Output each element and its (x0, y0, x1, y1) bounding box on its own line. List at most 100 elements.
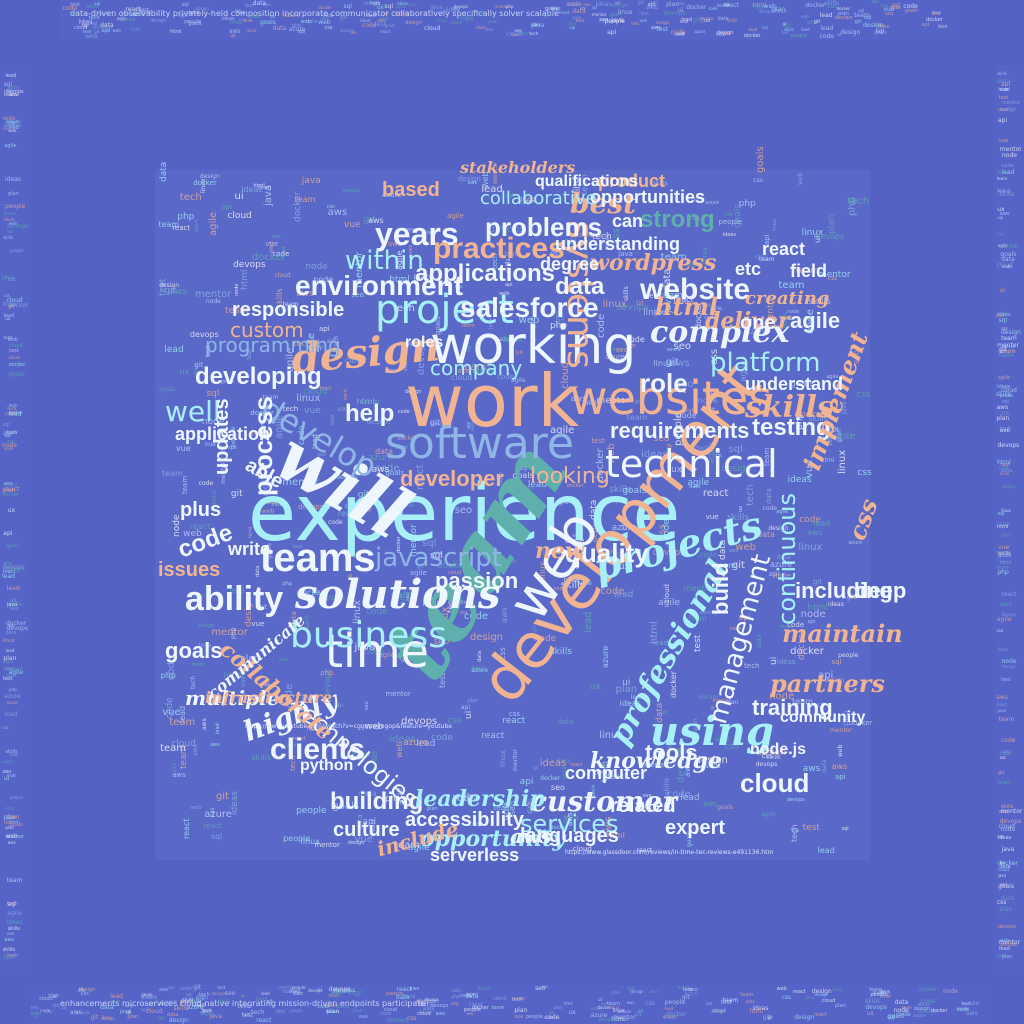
filler-word: linux (296, 392, 321, 404)
edge-filler-word: linux (445, 6, 460, 14)
cloud-word: complex (650, 315, 790, 350)
cloud-word: knowledge (590, 748, 722, 774)
edge-filler-word: web (999, 427, 1010, 434)
edge-filler-word: devops (5, 89, 24, 95)
filler-word: docker (794, 409, 825, 420)
bottom-fragment-text: enhancements microservices cloud-native … (60, 999, 426, 1008)
filler-word: web (395, 741, 405, 759)
edge-filler-word: php (807, 19, 817, 26)
filler-word: azure (368, 453, 394, 464)
edge-filler-word: docker (7, 834, 24, 841)
filler-word: agile (687, 477, 710, 488)
edge-filler-word: web (330, 990, 344, 998)
filler-word: devops (652, 548, 686, 558)
edge-filler-word: ui (592, 5, 597, 12)
filler-word: sql (422, 538, 437, 550)
filler-word: aws (169, 287, 187, 298)
filler-word: lead (614, 590, 634, 601)
filler-word: docker (694, 445, 716, 453)
cloud-word: quality (565, 538, 649, 568)
edge-filler-word: ux (704, 17, 711, 24)
edge-filler-word: lead (681, 16, 693, 23)
filler-word: agile (776, 508, 789, 515)
edge-filler-word: skills (996, 391, 1011, 399)
filler-word: css (827, 275, 838, 283)
filler-word: mentor (596, 395, 630, 406)
edge-filler-word: html (78, 19, 93, 27)
filler-word: web (183, 528, 202, 539)
edge-filler-word: skills (998, 551, 1011, 558)
filler-word: devops (218, 445, 237, 452)
filler-word: seo (615, 345, 629, 354)
filler-word: seo (572, 533, 582, 540)
cloud-word: business (290, 615, 447, 656)
edge-filler-word: code (567, 0, 582, 8)
edge-filler-word: vue (998, 543, 1010, 551)
cloud-word: python (300, 757, 354, 774)
edge-filler-word: people (790, 32, 808, 39)
edge-filler-word: react (814, 1012, 827, 1019)
edge-filler-word: cloud (424, 24, 441, 32)
filler-word: git (164, 285, 177, 296)
edge-filler-word: test (30, 1004, 39, 1010)
cloud-word: customer (530, 785, 677, 818)
edge-filler-word: azure (694, 28, 706, 34)
filler-word: git (550, 249, 559, 257)
edge-filler-word: azure (6, 699, 18, 705)
edge-filler-word: node (512, 995, 525, 1002)
filler-word: cloud (572, 845, 592, 854)
edge-filler-word: git (762, 1013, 771, 1021)
cloud-word: looking (530, 464, 610, 489)
filler-word: web (735, 542, 756, 554)
filler-word: test (426, 230, 437, 237)
edge-filler-word: vue (999, 86, 1009, 93)
edge-filler-word: people (604, 18, 625, 26)
cloud-word: working (430, 316, 637, 376)
edge-filler-word: api (3, 529, 13, 537)
edge-filler-word: docker (325, 1008, 340, 1014)
filler-word: docker (197, 623, 215, 630)
filler-word: web (796, 172, 804, 186)
edge-filler-word: people (5, 203, 26, 211)
edge-filler-word: design (918, 1007, 939, 1015)
filler-word: agile (577, 579, 592, 587)
filler-word: code (164, 697, 175, 720)
filler-word: agile (474, 366, 497, 377)
edge-filler-word: sql (6, 439, 15, 446)
edge-filler-word: docker (471, 1005, 489, 1012)
edge-filler-word: css (1000, 410, 1011, 418)
filler-word: data (375, 447, 394, 457)
edge-filler-word: skills (824, 0, 839, 7)
edge-filler-word: skills (996, 70, 1007, 76)
edge-filler-word: design (716, 30, 734, 36)
edge-filler-word: linux (677, 985, 690, 992)
edge-filler-word: tech (511, 996, 523, 1003)
filler-word: java (251, 428, 267, 437)
filler-word: react (673, 295, 694, 305)
filler-word: vue (251, 620, 265, 629)
edge-filler-word: php (997, 569, 1009, 577)
filler-word: ux (671, 465, 683, 476)
edge-filler-word: css (541, 984, 549, 990)
edge-filler-word: css (2, 126, 10, 132)
edge-filler-word: linux (477, 986, 490, 993)
edge-filler-word: goals (188, 21, 202, 28)
edge-filler-word: team (722, 997, 739, 1005)
filler-word: code (787, 621, 805, 630)
edge-filler-word: code (675, 30, 686, 36)
edge-filler-word: lead (820, 24, 834, 32)
filler-word: azure (769, 560, 793, 570)
filler-word: goals (385, 469, 405, 478)
filler-word: ideas (787, 474, 812, 485)
filler-word: docker (250, 409, 274, 418)
edge-filler-word: design (416, 998, 437, 1006)
edge-filler-word: node (40, 1007, 51, 1013)
edge-filler-word: java (997, 707, 1006, 713)
filler-word: node (430, 420, 446, 428)
filler-word: linux (653, 358, 673, 368)
edge-filler-word: java (826, 3, 838, 10)
edge-filler-word: docker (997, 859, 1018, 867)
filler-word: team (659, 291, 683, 302)
cloud-word: aws (510, 824, 552, 848)
edge-filler-word: lead (550, 5, 560, 11)
